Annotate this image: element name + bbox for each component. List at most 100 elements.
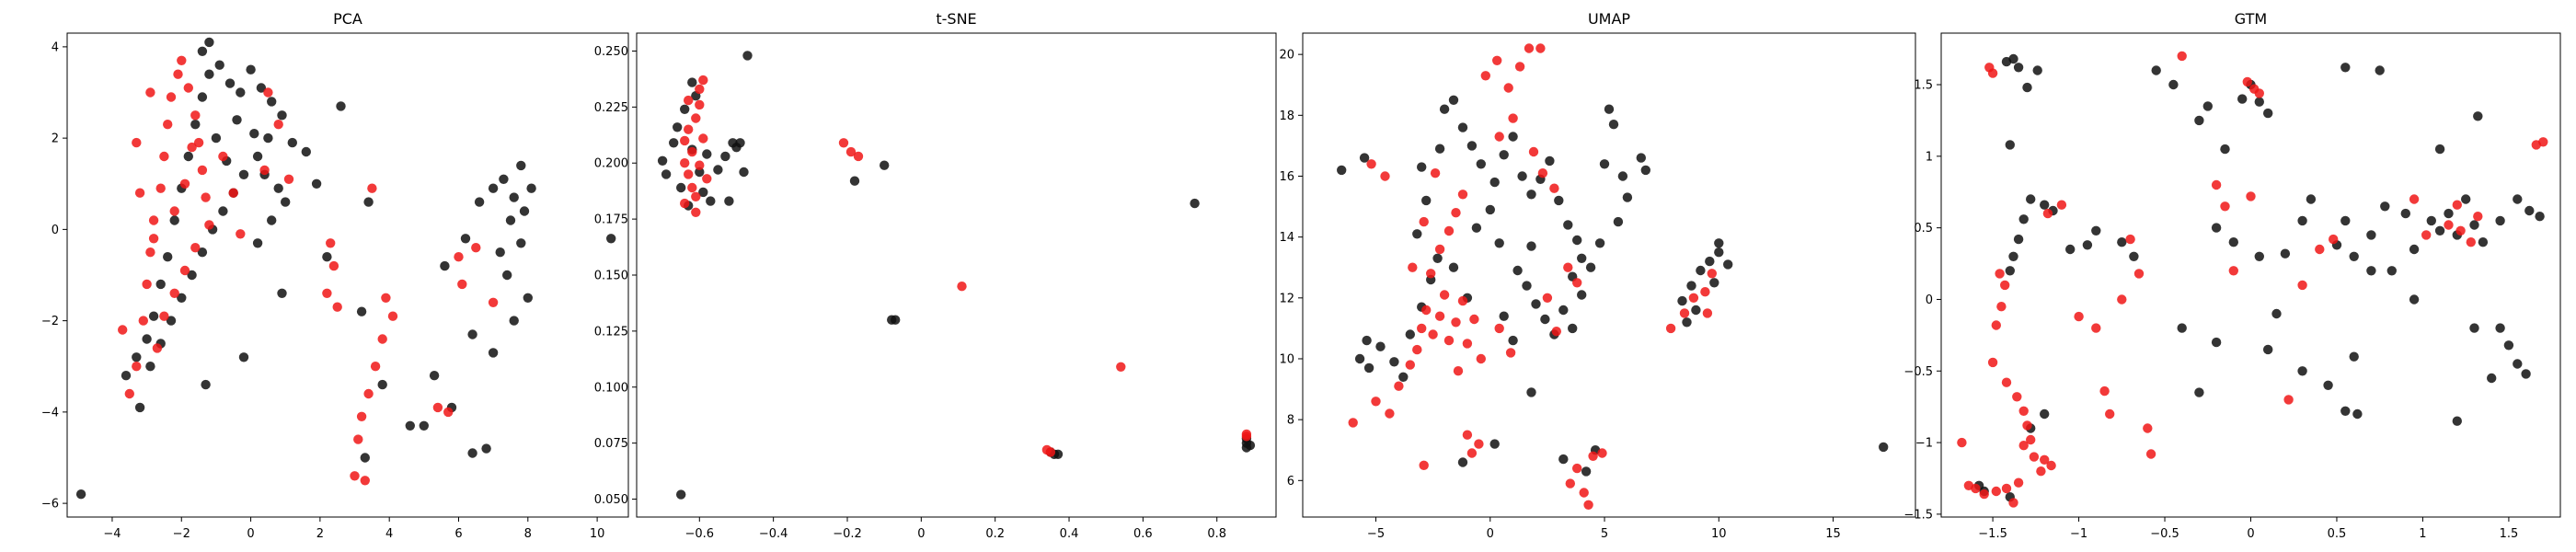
data-point: [2409, 194, 2420, 204]
data-point: [2105, 408, 2115, 420]
data-point: [661, 169, 672, 179]
series-1: [1337, 95, 1889, 477]
data-point: [2040, 200, 2050, 210]
data-point: [1577, 253, 1587, 263]
data-point: [1405, 360, 1416, 370]
x-tick-label: 1.5: [2500, 527, 2519, 541]
data-point: [474, 197, 485, 207]
data-point: [197, 165, 208, 176]
data-point: [177, 55, 187, 65]
data-point: [173, 69, 183, 79]
series-2: [1348, 43, 1718, 510]
series-2: [680, 75, 1252, 457]
data-point: [2444, 208, 2454, 219]
data-point: [211, 132, 222, 144]
y-tick-label: 0.150: [594, 270, 628, 283]
data-point: [118, 325, 128, 335]
x-tick-label: −2: [173, 527, 190, 541]
data-point: [163, 120, 173, 130]
data-point: [1412, 344, 1422, 355]
data-point: [1476, 159, 1487, 169]
series-1: [75, 37, 616, 500]
data-point: [1499, 311, 1509, 321]
data-point: [152, 343, 163, 353]
data-point: [2538, 137, 2548, 147]
data-point: [698, 133, 708, 144]
data-point: [2254, 88, 2264, 98]
data-point: [1398, 372, 1409, 382]
y-tick-label: 0.225: [594, 101, 628, 115]
data-point: [2297, 366, 2307, 376]
data-point: [2469, 220, 2479, 230]
data-point: [252, 238, 263, 248]
data-point: [684, 95, 694, 106]
data-point: [2409, 294, 2420, 305]
x-tick-label: −0.4: [759, 527, 788, 541]
data-point: [516, 238, 526, 248]
y-tick-label: 10: [1279, 352, 1294, 366]
data-point: [1241, 429, 1252, 440]
data-point: [1453, 366, 1464, 376]
data-point: [190, 110, 201, 121]
data-point: [519, 206, 530, 216]
data-point: [155, 279, 166, 290]
data-point: [1640, 165, 1651, 176]
data-point: [695, 99, 705, 110]
data-point: [1366, 159, 1376, 169]
data-point: [516, 160, 526, 171]
data-point: [1434, 144, 1445, 154]
data-point: [509, 192, 519, 202]
data-point: [720, 151, 730, 162]
data-point: [281, 197, 291, 207]
data-point: [1558, 305, 1569, 316]
data-point: [138, 316, 148, 326]
data-point: [381, 293, 391, 303]
data-point: [2409, 244, 2420, 255]
data-point: [2237, 94, 2248, 104]
data-point: [2001, 483, 2012, 494]
data-point: [2323, 380, 2333, 390]
data-point: [1991, 320, 2001, 330]
data-point: [2168, 79, 2179, 90]
data-point: [326, 238, 336, 248]
data-point: [1991, 486, 2001, 497]
data-point: [145, 247, 155, 258]
data-point: [387, 311, 398, 321]
data-point: [263, 132, 273, 144]
data-point: [2340, 406, 2351, 416]
data-point: [2495, 323, 2505, 333]
data-point: [1597, 448, 1607, 458]
data-point: [1371, 397, 1381, 407]
data-point: [2521, 369, 2531, 379]
data-point: [121, 371, 132, 381]
data-point: [204, 37, 214, 48]
data-point: [523, 293, 533, 303]
data-point: [1489, 177, 1500, 188]
data-point: [2421, 230, 2432, 240]
data-point: [695, 84, 705, 95]
data-point: [1686, 281, 1696, 291]
data-point: [201, 379, 211, 390]
x-tick-label: 5: [1601, 527, 1608, 541]
chart-title: GTM: [2235, 10, 2267, 28]
data-point: [2099, 385, 2110, 397]
x-tick-label: 8: [524, 527, 532, 541]
data-point: [695, 167, 705, 178]
data-point: [2091, 225, 2101, 236]
data-point: [1528, 146, 1539, 157]
data-point: [2005, 266, 2015, 276]
data-point: [187, 270, 197, 281]
data-point: [1492, 55, 1502, 65]
data-point: [2091, 323, 2101, 333]
data-point: [1045, 447, 1056, 457]
chart-panel-1: PCA −4 −2 0 2 4 6 8 10 −6 −4 −2 0 2 4: [41, 10, 629, 541]
data-point: [2271, 308, 2282, 319]
data-point: [2263, 344, 2273, 355]
data-point: [1408, 262, 1418, 272]
data-point: [1405, 329, 1416, 339]
data-point: [142, 334, 152, 344]
data-point: [179, 265, 190, 276]
y-tick-label: 0: [1926, 293, 1933, 307]
data-point: [2513, 359, 2523, 369]
data-point: [2297, 280, 2307, 291]
